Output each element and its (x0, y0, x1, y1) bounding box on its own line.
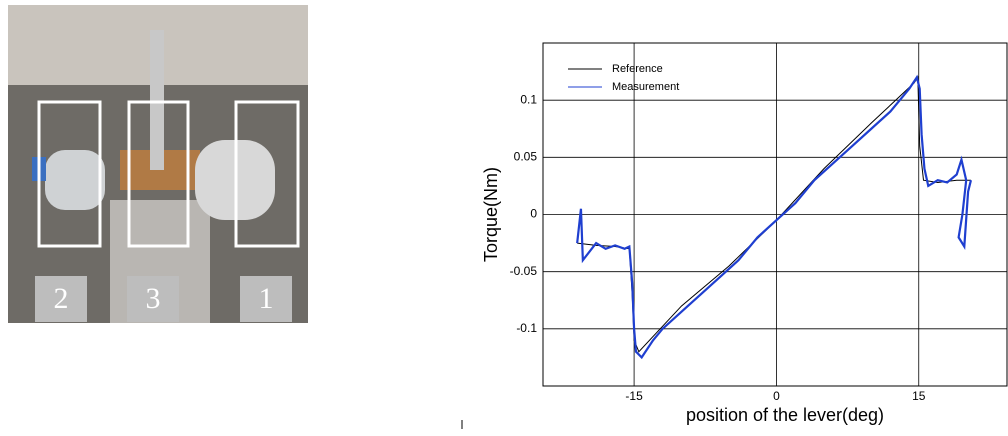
photo-label: 2 (54, 282, 69, 315)
photo-label: 1 (259, 282, 274, 315)
chart: 0.1 0.05 0 -0.05 -0.1 -15 0 15 position of the l… (481, 42, 1008, 425)
photo-label: 3 (146, 282, 161, 315)
y-tick-label: 0 (530, 207, 537, 221)
y-tick-label: -0.05 (510, 264, 538, 278)
x-tick-label: 15 (912, 389, 926, 403)
y-tick-label: 0.05 (514, 150, 538, 164)
legend-label: Reference (612, 63, 663, 75)
y-tick-label: 0.1 (520, 92, 537, 106)
y-tick-label: -0.1 (516, 321, 537, 335)
y-axis-label: Torque(Nm) (481, 167, 501, 262)
photo: 2 3 1 (8, 5, 308, 323)
data-line (576, 74, 973, 360)
legend-label: Measurement (612, 81, 679, 93)
x-tick-label: 0 (773, 389, 780, 403)
x-tick-label: -15 (625, 389, 643, 403)
x-axis-label: position of the lever(deg) (686, 405, 884, 425)
